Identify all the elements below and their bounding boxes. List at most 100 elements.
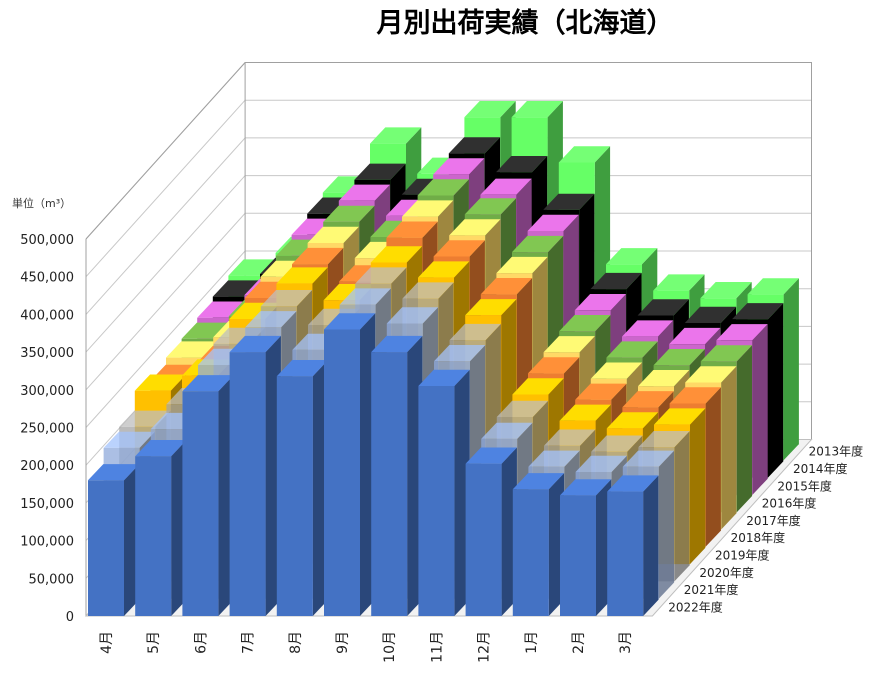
bar-top (166, 341, 218, 358)
bar-top (622, 450, 675, 467)
bar-top (448, 137, 501, 154)
x-tick-label: 8月 (288, 631, 304, 654)
bar (324, 313, 376, 616)
bar-top (732, 303, 784, 320)
bar-top (512, 378, 564, 395)
bar-front (512, 489, 549, 616)
bar (607, 475, 659, 616)
bar-front (182, 391, 219, 616)
y-tick-label: 450,000 (20, 271, 74, 286)
series-label: 2020年度 (699, 565, 754, 580)
bar-top (464, 101, 516, 118)
series-label: 2014年度 (793, 461, 848, 476)
bar-top (747, 278, 799, 295)
bar-top (638, 431, 690, 448)
bar-top (606, 248, 658, 265)
unit-label: 単位（m³） (12, 196, 71, 210)
bar (88, 464, 140, 616)
y-tick-label: 200,000 (20, 459, 74, 474)
x-tick-label: 5月 (146, 631, 162, 654)
bar-top (590, 362, 643, 379)
bar-top (433, 240, 485, 257)
bar-top (418, 261, 470, 278)
bar-top (512, 235, 564, 253)
series-label: 2018年度 (731, 530, 786, 545)
series-label: 2019年度 (715, 548, 770, 563)
bar-top (449, 219, 501, 236)
bar (512, 473, 565, 616)
bar-top (512, 473, 565, 490)
bar-top (135, 440, 187, 457)
bar-top (338, 184, 391, 201)
bar-top (638, 370, 690, 387)
chart-title: 月別出荷実績（北海道） (376, 7, 674, 39)
bar-top (481, 422, 533, 439)
bar-front (465, 463, 502, 616)
chart-bars (88, 101, 799, 616)
bar-top (622, 391, 674, 408)
wall-edge (85, 62, 812, 440)
bar-top (543, 193, 595, 210)
bar (371, 335, 423, 616)
bar-top (323, 205, 375, 222)
bar-top (560, 479, 612, 496)
bar-top (370, 127, 422, 144)
bar-top (88, 464, 140, 481)
y-tick-label: 150,000 (20, 497, 74, 512)
series-label: 2013年度 (809, 444, 864, 459)
bar (135, 440, 187, 616)
bar-side (643, 475, 659, 616)
bar-top (260, 290, 313, 307)
bar (229, 335, 281, 616)
bar-top (276, 267, 328, 284)
bar-top (182, 375, 234, 392)
bar-top (134, 374, 187, 391)
series-label: 2015年度 (777, 478, 832, 493)
bar-front (560, 495, 596, 616)
bar-side (768, 303, 784, 478)
bar-top (371, 335, 423, 353)
bar-top (559, 315, 611, 332)
bar-top (606, 341, 658, 358)
series-axis-ticks: 2022年度 2021年度 2020年度 2019年度 2018年度 2017年度 2016… (668, 444, 863, 615)
bar-top (669, 387, 721, 404)
bar-top (433, 158, 485, 175)
x-tick-label: 10月 (382, 631, 398, 663)
y-tick-label: 350,000 (20, 346, 74, 361)
bar-top (402, 282, 454, 299)
bar-front (276, 376, 313, 616)
bar-top (449, 323, 501, 341)
bar-top (355, 267, 407, 284)
x-tick-label: 7月 (241, 631, 257, 654)
bar-top (685, 366, 737, 383)
x-axis-ticks: 4月 5月 6月 7月 8月 9月 10月 11月 12月 1月 2月 3月 (99, 631, 634, 663)
series-label: 2017年度 (746, 513, 801, 528)
bar-front (418, 386, 455, 616)
bar-top (559, 404, 611, 421)
bar-top (700, 282, 752, 299)
bar-top (276, 360, 329, 377)
bar-top (700, 345, 753, 362)
bar-top (103, 431, 155, 448)
bar-side (674, 431, 690, 582)
y-tick-label: 100,000 (20, 535, 74, 550)
bar-top (528, 450, 580, 467)
bar-top (716, 324, 768, 341)
bar (560, 479, 612, 616)
bar-front (135, 456, 172, 616)
bar-top (558, 146, 611, 163)
bar-side (783, 278, 799, 461)
bar-side (705, 387, 721, 547)
bar-top (339, 288, 391, 305)
x-tick-label: 1月 (524, 631, 540, 654)
series-label: 2016年度 (762, 496, 817, 511)
bar-top (543, 336, 595, 353)
bar (276, 360, 329, 616)
bar-top (591, 435, 643, 452)
bar-top (653, 349, 705, 366)
bar-top (607, 475, 659, 492)
bar-front (229, 352, 266, 616)
bar-top (654, 408, 706, 425)
